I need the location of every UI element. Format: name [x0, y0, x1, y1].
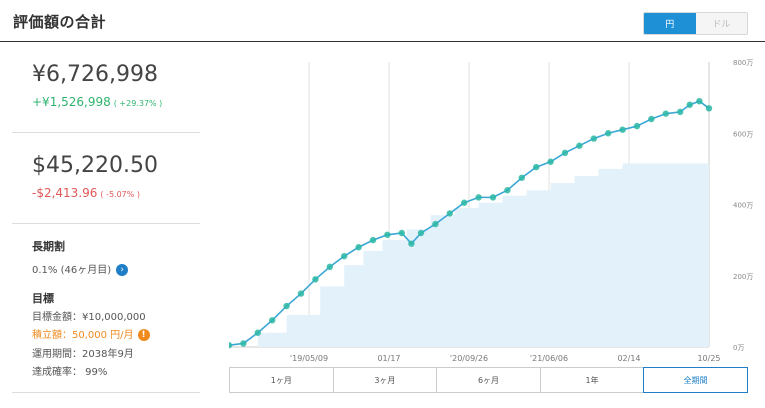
x-tick-label: 10/25: [697, 354, 720, 363]
range-button-3[interactable]: 1年: [541, 368, 645, 392]
currency-toggle[interactable]: 円 ドル: [643, 12, 748, 35]
valuation-point: [229, 342, 233, 349]
y-tick-label: 400万: [733, 202, 753, 210]
y-tick-label: 600万: [733, 130, 753, 138]
y-tick-label: 0万: [733, 344, 744, 352]
valuation-point: [605, 130, 612, 137]
usd-change: -$2,413.96( -5.07% ): [32, 186, 140, 200]
valuation-point: [312, 276, 319, 283]
goal-period: 運用期間：2038年9月: [32, 349, 134, 360]
valuation-point: [461, 199, 468, 206]
valuation-point: [547, 158, 554, 165]
currency-jpy-button[interactable]: 円: [644, 13, 696, 34]
x-tick-label: '20/09/26: [450, 354, 488, 363]
valuation-point: [561, 149, 569, 157]
divider: [12, 392, 200, 393]
valuation-point: [384, 231, 391, 238]
valuation-point: [686, 101, 693, 108]
valuation-point: [590, 135, 597, 142]
valuation-point: [475, 194, 482, 201]
goal-title: 目標: [32, 292, 54, 305]
valuation-point: [417, 229, 425, 237]
valuation-point: [696, 97, 703, 105]
long-term-value: 0.1% (46ヶ月目): [32, 265, 112, 276]
long-term-title: 長期割: [32, 240, 65, 253]
jpy-summary: ¥6,726,998 +¥1,526,998( +29.37% ): [12, 42, 200, 133]
y-tick-label: 200万: [733, 273, 753, 281]
usd-change-pct: ( -5.07% ): [100, 190, 141, 199]
currency-usd-button[interactable]: ドル: [695, 13, 747, 34]
goal-savings: 積立額：50,000 円/月: [32, 330, 134, 341]
valuation-point: [576, 142, 583, 149]
range-button-1[interactable]: 3ヶ月: [334, 368, 438, 392]
jpy-total-value: ¥6,726,998: [32, 62, 158, 87]
y-tick-label: 800万: [733, 59, 753, 67]
jpy-change-pct: ( +29.37% ): [113, 99, 163, 108]
valuation-point: [283, 302, 290, 310]
valuation-point: [633, 122, 641, 130]
x-tick-label: '19/05/09: [290, 354, 328, 363]
valuation-point: [240, 340, 247, 347]
jpy-change: +¥1,526,998( +29.37% ): [32, 95, 162, 109]
usd-change-amount: -$2,413.96: [32, 186, 98, 200]
valuation-point: [254, 329, 261, 336]
valuation-point: [619, 126, 626, 133]
usd-total-value: $45,220.50: [32, 153, 158, 178]
valuation-point: [446, 210, 453, 217]
header: 評価額の合計 円 ドル: [0, 0, 765, 42]
range-button-0[interactable]: 1ヶ月: [230, 368, 334, 392]
valuation-point: [269, 317, 276, 324]
summary-panel: ¥6,726,998 +¥1,526,998( +29.37% ) $45,22…: [12, 42, 200, 378]
valuation-point: [533, 163, 540, 171]
page-title: 評価額の合計: [13, 13, 107, 31]
jpy-change-amount: +¥1,526,998: [32, 95, 111, 109]
valuation-point: [341, 252, 348, 260]
contribution-area: [229, 163, 709, 347]
range-button-4[interactable]: 全期間: [643, 367, 748, 393]
valuation-point: [432, 220, 439, 228]
arrow-right-icon[interactable]: ›: [116, 264, 129, 276]
valuation-point: [518, 174, 525, 181]
x-tick-label: '21/06/06: [530, 354, 568, 363]
valuation-point: [369, 236, 377, 244]
valuation-point: [408, 240, 415, 247]
valuation-point: [489, 194, 497, 201]
x-tick-label: 01/17: [377, 354, 400, 363]
range-selector[interactable]: 1ヶ月 3ヶ月 6ヶ月 1年 全期間: [229, 367, 748, 393]
valuation-point: [355, 244, 362, 251]
long-term-row: 0.1% (46ヶ月目) ›: [32, 261, 129, 276]
valuation-point: [677, 108, 684, 116]
valuation-point: [504, 187, 511, 194]
valuation-point: [398, 229, 405, 237]
warning-icon[interactable]: !: [137, 329, 150, 341]
valuation-point: [648, 115, 655, 123]
range-button-2[interactable]: 6ヶ月: [437, 368, 541, 392]
usd-summary: $45,220.50 -$2,413.96( -5.07% ): [12, 133, 200, 224]
goal-probability: 達成確率： 99%: [32, 367, 108, 378]
valuation-point: [297, 290, 305, 297]
valuation-point: [326, 263, 333, 271]
goal-target-amount: 目標金額：¥10,000,000: [32, 312, 146, 323]
x-tick-label: 02/14: [617, 354, 640, 363]
goal-savings-row: 積立額：50,000 円/月!: [32, 326, 150, 341]
valuation-chart: '19/05/09 01/17 '20/09/26 '21/06/06 02/14 10/…: [229, 59, 753, 363]
valuation-point: [662, 110, 669, 117]
valuation-point: [705, 105, 713, 112]
